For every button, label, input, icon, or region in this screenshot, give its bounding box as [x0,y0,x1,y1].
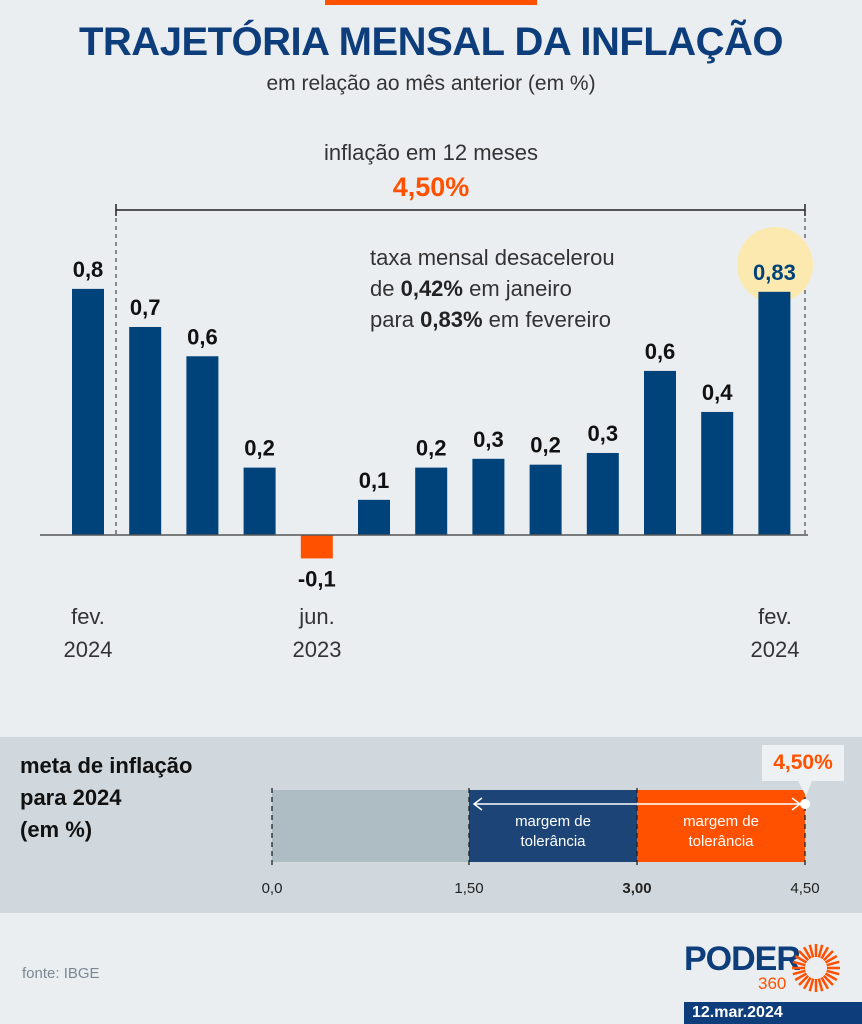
bar [472,458,505,535]
publish-date: 12.mar.2024 [684,1002,862,1024]
target-tick: 4,50 [790,880,820,897]
target-title: meta de inflação para 2024 (em %) [20,753,193,842]
bar-chart: 0,8 0,7 0,6 0,2 -0,1 0,1 0,2 0,3 0,2 0,3 0,6 0,4 0,8… [40,204,813,591]
annotation-line: taxa mensal desacelerou [370,245,615,270]
bar [644,370,676,535]
data-label: 0,3 [473,427,504,452]
annotation: taxa mensal desacelerou de 0,42% em jane… [370,242,615,335]
data-label: 0,8 [73,257,104,282]
data-label: 0,83 [753,260,796,285]
bar [72,288,104,535]
bar [186,356,219,535]
annotation-line: para 0,83% em fevereiro [370,307,611,332]
data-label: 0,2 [530,433,561,458]
target-tick: 3,00 [622,880,652,897]
tolerance-lower-segment: margem de tolerância [469,790,637,862]
bar [415,467,448,535]
poder360-logo: PODER 360 [684,940,844,1000]
data-label: 0,6 [645,339,676,364]
tolerance-upper-segment: margem de tolerância [637,790,805,862]
data-label: 0,2 [244,436,275,461]
bar [586,452,619,535]
bar [129,326,162,535]
x-tick-label: fev. 2024 [750,604,800,662]
upper-limit-label: 4,50% [762,745,844,781]
data-label: 0,2 [416,436,447,461]
data-label: 0,7 [130,295,161,320]
data-label: 0,6 [187,324,218,349]
top-accent-bar [325,0,537,5]
bar [701,411,734,535]
target-base-segment [272,790,469,862]
target-tick: 0,0 [261,880,283,897]
x-tick-label: jun. 2023 [292,604,342,662]
data-label: 0,3 [588,421,619,446]
page-title: TRAJETÓRIA MENSAL DA INFLAÇÃO [78,20,784,64]
data-label: 0,1 [359,468,390,493]
data-label: 0,4 [702,380,733,405]
page-subtitle: em relação ao mês anterior (em %) [266,72,596,95]
highlight-circle [737,227,813,303]
bar [358,499,390,535]
accumulated-label: inflação em 12 meses [324,140,538,165]
target-overlay [271,781,812,868]
sun-icon [792,944,840,992]
upper-limit-dot [800,799,810,809]
bar [758,291,791,535]
x-tick-label: fev. 2024 [63,604,113,662]
data-label: -0,1 [298,566,336,591]
annotation-line: de 0,42% em janeiro [370,276,572,301]
bar [300,535,333,559]
target-tick: 1,50 [454,880,484,897]
source-note: fonte: IBGE [22,965,100,982]
accumulated-value: 4,50% [392,172,470,202]
bar [243,467,276,535]
bar [529,464,562,535]
